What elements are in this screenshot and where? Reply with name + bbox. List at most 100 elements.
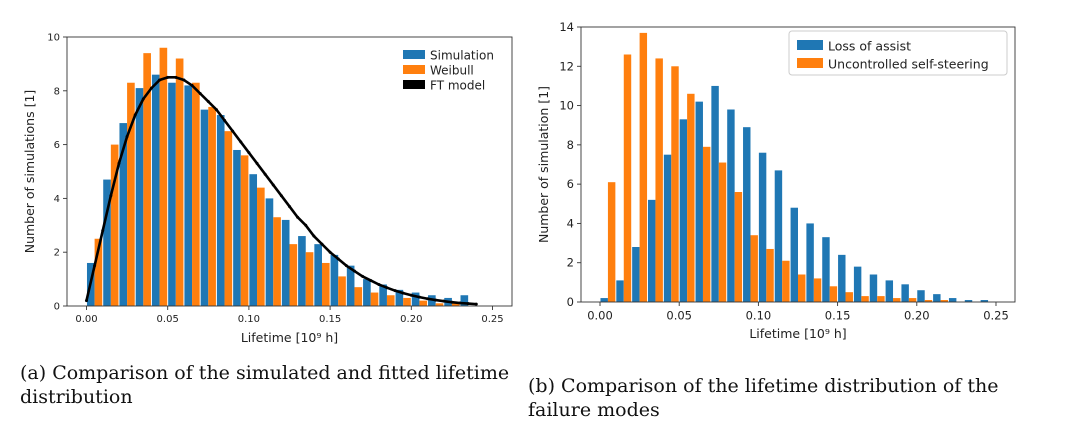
chart-a-bar-weibull-13 xyxy=(305,252,314,306)
chart-a-point-ft-model-18 xyxy=(231,129,235,133)
chart-b-ytick-label-7: 14 xyxy=(559,20,574,34)
chart-a-point-ft-model-35 xyxy=(369,278,373,282)
chart-a-axes-frame xyxy=(66,36,513,307)
chart-a-legend-swatch-simulation xyxy=(403,50,425,59)
chart-a-bar-weibull-14 xyxy=(321,262,330,306)
chart-a-bar-weibull-15 xyxy=(338,276,346,306)
chart-a-point-ft-model-4 xyxy=(117,161,121,165)
chart-a-point-ft-model-39 xyxy=(401,291,405,295)
chart-a-point-ft-model-26 xyxy=(296,215,300,219)
chart-b-bar-loss-of-assist-1 xyxy=(616,280,624,302)
chart-b-ytick-label-2: 4 xyxy=(567,216,574,230)
chart-a-point-ft-model-7 xyxy=(141,97,145,101)
chart-a-bar-simulation-3 xyxy=(135,88,144,306)
chart-a-legend-label-simulation: Simulation xyxy=(430,49,494,63)
chart-a-bar-weibull-18 xyxy=(386,295,395,306)
chart-a-point-ft-model-8 xyxy=(149,86,153,90)
chart-a-bar-weibull-7 xyxy=(208,106,216,306)
chart-a-bar-simulation-14 xyxy=(314,244,322,306)
chart-a-bar-simulation-12 xyxy=(281,219,290,306)
chart-a-point-ft-model-27 xyxy=(304,223,308,227)
chart-b-bar-loss-of-assist-3 xyxy=(648,199,656,302)
chart-a-legend-swatch-ft-model xyxy=(403,80,425,89)
chart-b-xtick-label-2: 0.10 xyxy=(746,309,772,323)
chart-a-point-ft-model-17 xyxy=(223,118,227,122)
chart-b-ytick-label-0: 0 xyxy=(567,295,574,309)
chart-a-bar-simulation-6 xyxy=(184,85,193,306)
chart-b-bar-loss-of-assist-10 xyxy=(758,152,767,302)
chart-b-bar-uncontrolled-self-steering-19 xyxy=(908,298,917,302)
chart-a-bar-weibull-10 xyxy=(257,187,265,306)
chart-b-bar-loss-of-assist-14 xyxy=(822,237,830,302)
chart-b-bar-loss-of-assist-24 xyxy=(980,300,989,302)
chart-b-legend: Loss of assist Uncontrolled self-steering xyxy=(788,30,1008,76)
chart-b-bar-uncontrolled-self-steering-1 xyxy=(623,54,632,302)
chart-a-point-ft-model-22 xyxy=(263,172,267,176)
chart-a-point-ft-model-44 xyxy=(442,299,446,303)
chart-a-series-simulation xyxy=(86,74,469,306)
chart-b-bar-loss-of-assist-23 xyxy=(964,300,973,302)
chart-a-bar-simulation-10 xyxy=(249,174,258,306)
chart-b-bar-loss-of-assist-22 xyxy=(948,298,957,302)
chart-a-point-ft-model-14 xyxy=(198,91,202,95)
chart-b-legend-label-loss-of-assist: Loss of assist xyxy=(828,38,911,53)
chart-a-series-ft-model xyxy=(84,75,478,306)
chart-a-bar-simulation-20 xyxy=(411,292,420,306)
chart-b-xtick-label-1: 0.05 xyxy=(666,309,692,323)
chart-a-point-ft-model-3 xyxy=(109,194,113,198)
chart-a-bar-simulation-9 xyxy=(233,149,241,306)
chart-b-bar-loss-of-assist-21 xyxy=(933,294,941,302)
chart-a-point-ft-model-24 xyxy=(279,194,283,198)
chart-a-legend-swatch-weibull xyxy=(403,65,425,74)
chart-b-legend-box xyxy=(788,30,1008,76)
chart-b-bar-loss-of-assist-15 xyxy=(838,254,846,302)
chart-a-bar-simulation-1 xyxy=(103,179,111,306)
chart-a-bar-weibull-2 xyxy=(127,82,135,306)
chart-b-ytick-label-1: 2 xyxy=(567,256,574,270)
chart-a-point-ft-model-1 xyxy=(93,264,97,268)
chart-b-ylabel: Number of simulation [1] xyxy=(536,86,551,243)
chart-b-bar-loss-of-assist-18 xyxy=(885,280,894,302)
chart-a-point-ft-model-46 xyxy=(458,301,462,305)
chart-a-bar-weibull-16 xyxy=(354,287,363,306)
chart-a-ytick-label-1: 2 xyxy=(54,248,60,259)
chart-b-bar-uncontrolled-self-steering-20 xyxy=(924,300,933,302)
chart-b-bar-uncontrolled-self-steering-18 xyxy=(893,298,901,302)
chart-b-bar-loss-of-assist-19 xyxy=(901,284,909,302)
chart-b-bar-uncontrolled-self-steering-6 xyxy=(702,146,711,302)
chart-a-point-ft-model-16 xyxy=(214,108,218,112)
chart-b-bar-uncontrolled-self-steering-3 xyxy=(655,58,663,303)
chart-b-bar-uncontrolled-self-steering-10 xyxy=(766,248,774,302)
chart-a-bar-weibull-3 xyxy=(143,53,151,306)
chart-a-lifetime-comparison: 0.00 0.05 0.10 0.15 0.20 0.25 0 2 4 6 8 10 Lifetime … xyxy=(22,33,513,345)
chart-b-bar-loss-of-assist-5 xyxy=(679,119,688,302)
chart-a-bar-weibull-21 xyxy=(435,303,444,306)
chart-a-xtick-label-5: 0.25 xyxy=(481,314,503,325)
chart-b-xlabel: Lifetime [10⁹ h] xyxy=(749,326,846,341)
chart-a-point-ft-model-2 xyxy=(101,229,105,233)
chart-b-xtick-label-5: 0.25 xyxy=(983,309,1009,323)
chart-b-bar-loss-of-assist-20 xyxy=(917,290,925,302)
chart-b-bar-loss-of-assist-9 xyxy=(743,127,751,303)
chart-b-bar-loss-of-assist-16 xyxy=(853,266,862,302)
chart-a-bar-simulation-23 xyxy=(460,295,469,306)
chart-a-point-ft-model-29 xyxy=(320,242,324,246)
chart-a-bar-simulation-19 xyxy=(395,289,404,306)
chart-a-xtick-label-4: 0.20 xyxy=(400,314,422,325)
chart-a-bar-weibull-17 xyxy=(370,292,379,306)
chart-a-xtick-label-1: 0.05 xyxy=(157,314,179,325)
chart-a-point-ft-model-21 xyxy=(255,161,259,165)
chart-a-point-ft-model-15 xyxy=(206,100,210,104)
chart-b-bar-uncontrolled-self-steering-7 xyxy=(718,162,727,302)
chart-b-bar-uncontrolled-self-steering-17 xyxy=(877,296,885,302)
chart-b-legend-label-uncontrolled-self-steering: Uncontrolled self-steering xyxy=(828,56,989,71)
chart-a-point-ft-model-10 xyxy=(166,75,170,79)
chart-b-bar-loss-of-assist-13 xyxy=(806,223,814,302)
chart-b-bar-uncontrolled-self-steering-21 xyxy=(940,300,948,302)
chart-b-bar-loss-of-assist-2 xyxy=(632,247,640,302)
chart-b-bar-uncontrolled-self-steering-14 xyxy=(829,286,838,302)
chart-b-bar-loss-of-assist-17 xyxy=(869,274,878,302)
chart-b-bar-loss-of-assist-12 xyxy=(790,207,798,302)
chart-a-ytick-label-2: 4 xyxy=(54,194,60,205)
